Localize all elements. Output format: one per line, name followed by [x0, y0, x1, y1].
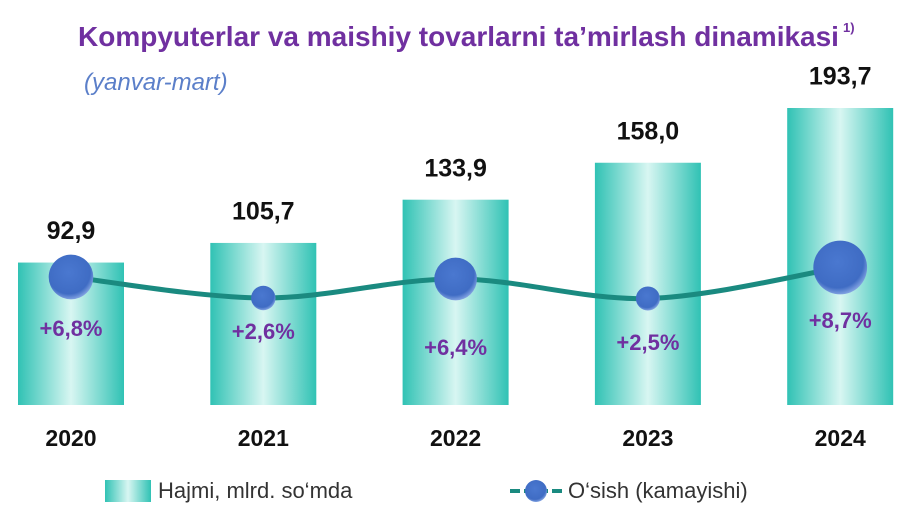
marker	[635, 286, 660, 311]
value-label: +8,7%	[809, 308, 872, 333]
legend-marker	[525, 480, 547, 502]
bar	[594, 162, 701, 405]
value-label: +6,8%	[40, 316, 103, 341]
x-tick-label: 2020	[45, 425, 96, 451]
marker	[813, 240, 868, 295]
x-tick-label: 2023	[622, 425, 673, 451]
value-label: 92,9	[47, 217, 96, 245]
value-label: +2,5%	[616, 330, 679, 355]
chart-title: Kompyuterlar va maishiy tovarlarni ta’mi…	[78, 21, 839, 52]
value-label: 105,7	[232, 198, 295, 226]
footnote-mark: 1)	[842, 20, 855, 35]
legend-swatch	[105, 480, 151, 502]
value-label: 158,0	[617, 117, 680, 145]
marker	[251, 285, 276, 311]
x-tick-label: 2022	[430, 425, 481, 451]
marker	[48, 254, 94, 300]
bar	[210, 242, 317, 405]
value-label: 193,7	[809, 63, 872, 91]
x-tick-label: 2021	[238, 425, 289, 451]
subtitle: (yanvar-mart)	[84, 69, 228, 96]
value-label: +2,6%	[232, 319, 295, 344]
legend-label: O‘sish (kamayishi)	[568, 478, 748, 503]
value-label: 133,9	[424, 154, 487, 182]
marker	[434, 257, 477, 301]
x-tick-label: 2024	[815, 425, 866, 451]
value-label: +6,4%	[424, 335, 487, 360]
bar	[402, 199, 509, 405]
legend-label: Hajmi, mlrd. so‘mda	[158, 478, 353, 503]
chart-title-block: Kompyuterlar va maishiy tovarlarni ta’mi…	[78, 6, 908, 105]
